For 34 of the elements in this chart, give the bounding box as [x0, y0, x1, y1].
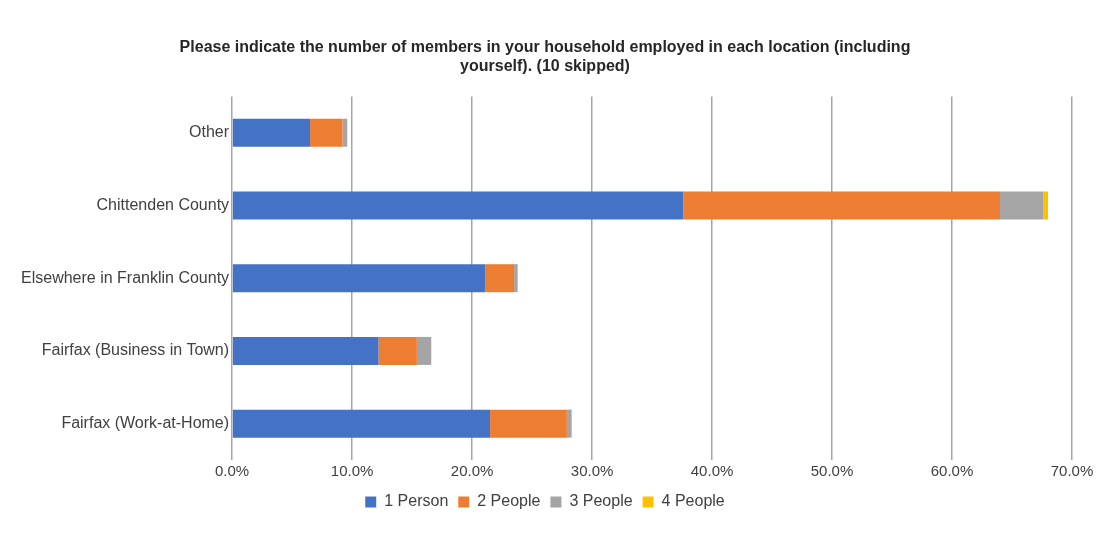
bar [514, 264, 518, 293]
bar [1043, 191, 1048, 220]
x-tick-label: 0.0% [214, 462, 250, 480]
bar [566, 409, 572, 438]
y-tick-label: Elsewhere in Franklin County [21, 268, 230, 286]
legend-label: 3 People [569, 492, 633, 510]
bar [232, 409, 491, 438]
x-tick-label: 70.0% [1050, 462, 1094, 480]
x-tick-label: 50.0% [810, 462, 854, 480]
bar [232, 118, 311, 147]
bar [342, 118, 348, 147]
bar [232, 191, 684, 220]
y-tick-label: Chittenden County [96, 195, 230, 213]
legend-label: 1 Person [384, 492, 449, 510]
chart-title: Please indicate the number of members in your household employed in each location (including yourself). (10 skipped) [179, 38, 911, 75]
bar [485, 264, 515, 293]
legend-label: 2 People [477, 492, 541, 510]
y-tick-label: Fairfax (Business in Town) [41, 341, 230, 359]
y-tick-label: Fairfax (Work-at-Home) [61, 414, 230, 432]
bar [310, 118, 343, 147]
x-tick-label: 30.0% [570, 462, 614, 480]
bar [416, 336, 432, 365]
bar [683, 191, 1001, 220]
bar [378, 336, 417, 365]
legend-label: 4 People [661, 492, 725, 510]
bar [1000, 191, 1044, 220]
bar [232, 264, 486, 293]
x-tick-label: 10.0% [330, 462, 374, 480]
x-tick-label: 60.0% [930, 462, 974, 480]
x-tick-label: 40.0% [690, 462, 734, 480]
x-tick-label: 20.0% [450, 462, 494, 480]
bar [490, 409, 567, 438]
y-tick-label: Other [189, 123, 230, 141]
bar [232, 336, 379, 365]
